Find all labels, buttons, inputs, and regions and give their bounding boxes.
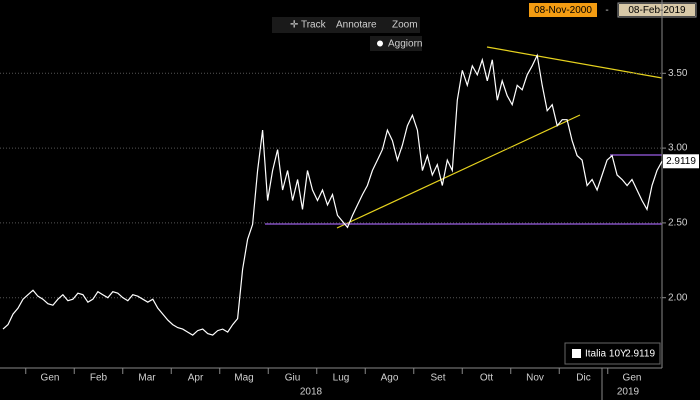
x-tick-label: Feb <box>90 373 108 384</box>
x-tick-label: Mag <box>234 373 253 384</box>
refresh-icon <box>377 40 383 47</box>
series-line <box>2 53 663 336</box>
zoom-button[interactable]: Zoom <box>392 20 418 31</box>
y-tick-label: 3.50 <box>668 68 688 79</box>
start-date-box[interactable] <box>529 3 597 17</box>
trendline <box>486 46 663 79</box>
refresh-button[interactable]: Aggiorn <box>388 39 422 50</box>
year-label: 2018 <box>300 387 323 398</box>
legend-swatch <box>572 349 581 358</box>
legend-value: 2.9119 <box>625 349 655 360</box>
annotate-button[interactable]: Annotare <box>336 20 377 31</box>
x-tick-label: Set <box>430 373 445 384</box>
last-value-label: 2.9119 <box>666 156 696 167</box>
track-button[interactable]: ✛ Track <box>290 20 327 31</box>
y-tick-label: 2.50 <box>668 218 688 229</box>
legend-box <box>564 342 661 365</box>
x-tick-label: Ott <box>480 373 494 384</box>
x-tick-label: Gen <box>41 373 60 384</box>
x-tick-label: Dic <box>576 373 590 384</box>
x-tick-label: Gen <box>623 373 642 384</box>
refresh-box[interactable] <box>370 36 422 51</box>
x-tick-label: Ago <box>381 373 399 384</box>
start-date[interactable]: 08-Nov-2000 <box>534 5 592 16</box>
x-tick-label: Giu <box>285 373 301 384</box>
date-dash: - <box>605 5 608 16</box>
toolbar <box>272 17 420 33</box>
end-date[interactable]: 08-Feb-2019 <box>628 5 686 16</box>
end-date-bg <box>619 4 695 16</box>
legend-label: Italia 10Y <box>585 349 627 360</box>
y-tick-label: 2.00 <box>668 292 688 303</box>
last-value-box <box>663 154 699 169</box>
x-tick-label: Apr <box>188 373 204 384</box>
year-label: 2019 <box>617 387 640 398</box>
x-tick-label: Mar <box>138 373 156 384</box>
y-tick-label: 3.00 <box>668 143 688 154</box>
x-tick-label: Nov <box>526 373 544 384</box>
trendline <box>336 114 581 229</box>
x-tick-label: Lug <box>333 373 350 384</box>
